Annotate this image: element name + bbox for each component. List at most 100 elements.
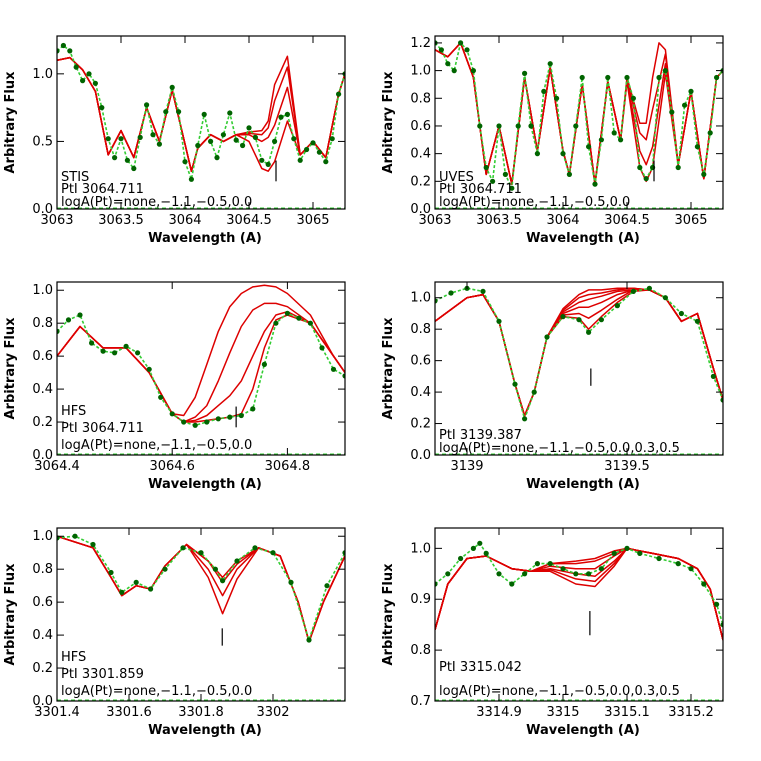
observed-point [99,105,105,111]
observed-point [624,545,630,552]
observed-point [630,288,637,294]
observed-point [105,136,111,142]
observed-point [227,414,233,420]
x-tick-label: 3301.8 [178,705,224,720]
observed-point [133,579,139,586]
x-tick-label: 3063.5 [98,213,144,228]
observed-point [265,161,271,167]
observed-point [448,290,454,296]
y-tick-label: 0.0 [32,202,53,217]
observed-point [464,47,470,53]
observed-point [57,328,60,334]
annotation-3: logA(Pt)=none,−1.1,−0.5,0.0 [439,195,630,210]
model-curve-1 [57,314,345,423]
x-tick-label: 3063 [40,213,73,228]
y-tick-label: 0.9 [410,592,431,607]
observed-line [57,312,345,427]
observed-point [720,622,723,628]
model-curve-6 [435,547,723,641]
observed-point [250,406,256,412]
observed-point [65,317,72,323]
observed-point [240,142,246,149]
x-tick-label: 3064.5 [604,213,650,228]
observed-point [598,137,605,143]
observed-point [323,159,329,165]
observed-point [458,40,464,46]
observed-point [181,419,187,425]
y-tick-label: 0.0 [32,694,53,709]
observed-point [278,114,284,120]
observed-point [220,578,226,584]
y-tick-label: 0.0 [32,448,53,463]
x-tick-label: 3064 [546,213,579,228]
observed-point [560,314,566,320]
observed-point [60,42,66,49]
y-axis-title: Arbitrary Flux [3,563,18,666]
observed-point [252,545,258,551]
observed-point [586,329,592,335]
observed-point [656,555,662,562]
plot-frame [434,35,724,210]
x-tick-label: 3315.1 [604,705,650,720]
observed-point [669,109,675,115]
observed-point [135,350,141,356]
observed-point [586,144,592,150]
observed-point [150,132,156,138]
x-tick-label: 3139.5 [604,459,650,474]
observed-point [547,561,553,567]
observed-point [73,64,79,70]
y-tick-label: 0.8 [32,316,53,331]
annotation-2: PtI 3064.711 [61,421,144,436]
y-tick-label: 0.0 [410,448,431,463]
observed-point [214,155,220,161]
observed-point [598,566,605,572]
observed-point [694,318,701,324]
observed-point [246,125,252,131]
observed-point [310,140,316,146]
observed-point [220,132,226,138]
observed-point [566,171,573,177]
observed-point [445,571,451,577]
observed-point [560,151,566,157]
observed-point [158,394,164,400]
x-tick-label: 3139 [450,459,483,474]
observed-point [67,48,73,54]
y-tick-label: 0.6 [410,354,431,369]
panel-3: 3064.4 3064.6 3064.8 0.0 0.2 0.4 0.6 0.8 1.0 Wave… [3,281,346,492]
observed-point [272,138,278,144]
observed-point [119,589,125,595]
observed-point [198,550,204,556]
observed-point [458,555,464,562]
observed-point [490,178,496,184]
observed-point [477,540,483,546]
y-axis-title: Arbitrary Flux [3,71,18,174]
observed-point [112,350,118,356]
observed-point [180,545,186,551]
model-curve-4 [57,535,345,643]
panel-6: 3314.9 3315 3315.1 3315.2 0.7 0.8 0.9 1.0 Wavele… [381,527,724,738]
observed-point [192,422,198,428]
panel-4: 3139 3139.5 0.0 0.2 0.4 0.6 0.8 1.0 Wavelength (… [381,281,724,492]
observed-point [144,102,150,108]
observed-point [238,412,244,419]
observed-point [714,74,720,81]
x-tick-label: 3065 [296,213,329,228]
x-tick-label: 3064.5 [226,213,272,228]
observed-point [188,176,194,182]
plot-frame [434,281,724,456]
observed-point [176,109,182,115]
observed-point [261,361,267,367]
observed-point [259,157,265,163]
x-axis-title: Wavelength (A) [526,231,640,246]
observed-point [637,164,643,171]
observed-point [688,88,694,94]
plot-frame [56,281,346,456]
x-tick-label: 3064.4 [34,459,80,474]
observed-point [118,136,124,142]
x-tick-label: 3315 [546,705,579,720]
y-tick-label: 1.0 [32,67,53,82]
y-tick-label: 1.0 [410,541,431,556]
observed-point [662,68,669,74]
observed-point [618,137,624,143]
